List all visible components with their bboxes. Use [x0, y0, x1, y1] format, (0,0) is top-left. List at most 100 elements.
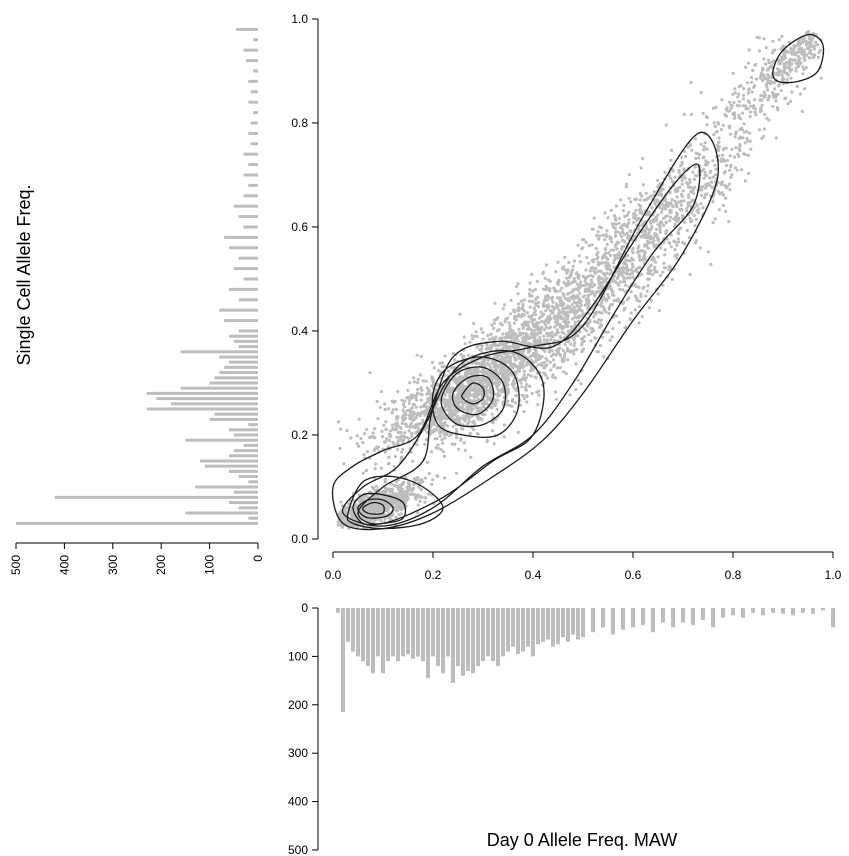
histogram-bar	[426, 608, 430, 679]
scatter-point	[568, 306, 572, 310]
scatter-point	[694, 217, 698, 221]
scatter-point	[444, 403, 448, 407]
scatter-point	[683, 176, 687, 180]
density-contour-line	[440, 366, 507, 428]
scatter-point	[664, 229, 668, 234]
scatter-point	[368, 435, 372, 439]
scatter-point	[505, 377, 509, 381]
scatter-point	[587, 287, 592, 291]
scatter-point	[363, 507, 367, 512]
scatter-point	[447, 390, 451, 394]
scatter-point	[512, 346, 516, 350]
scatter-point	[757, 49, 762, 53]
scatter-point	[394, 480, 398, 484]
scatter-point	[649, 269, 653, 273]
scatter-point	[410, 435, 414, 439]
scatter-point	[653, 234, 657, 238]
scatter-point	[393, 454, 397, 459]
scatter-point	[650, 225, 654, 229]
scatter-point	[361, 441, 365, 445]
scatter-point	[414, 398, 419, 402]
scatter-point	[571, 289, 575, 294]
scatter-point	[511, 379, 516, 383]
scatter-point	[715, 130, 719, 134]
scatter-point	[414, 416, 418, 420]
scatter-point	[666, 204, 670, 208]
scatter-point	[510, 329, 514, 333]
scatter-point	[702, 196, 707, 200]
scatter-point	[716, 121, 720, 125]
y-tick-label: 1.0	[291, 12, 308, 26]
scatter-point	[435, 383, 439, 387]
scatter-point	[689, 190, 693, 194]
scatter-point	[528, 294, 532, 298]
scatter-point	[710, 186, 715, 190]
scatter-point	[468, 370, 472, 374]
scatter-point	[623, 214, 627, 219]
histogram-bar	[391, 608, 395, 657]
scatter-point	[597, 234, 601, 238]
scatter-point	[562, 356, 566, 360]
scatter-point	[539, 310, 543, 314]
scatter-point	[400, 398, 404, 402]
scatter-point	[454, 376, 458, 380]
scatter-point	[804, 39, 808, 43]
scatter-point	[675, 256, 679, 261]
density-contour-line	[461, 382, 485, 405]
scatter-point	[742, 130, 747, 134]
scatter-point	[371, 504, 375, 508]
scatter-point	[399, 487, 404, 491]
scatter-point	[618, 287, 622, 291]
scatter-point	[651, 255, 655, 259]
scatter-point	[759, 93, 763, 98]
scatter-point	[702, 145, 706, 149]
scatter-point	[694, 156, 698, 161]
scatter-point	[470, 399, 474, 403]
scatter-point	[471, 407, 475, 411]
scatter-point	[572, 276, 576, 281]
scatter-point	[543, 372, 547, 376]
scatter-point	[771, 39, 775, 43]
histogram-bar	[436, 608, 440, 667]
scatter-point	[580, 340, 584, 344]
scatter-point	[491, 336, 495, 340]
scatter-point	[468, 415, 472, 419]
main-scatter-panel: 0.0 0.2 0.4 0.6 0.8 1.00.00.20.40.60.81.0	[291, 12, 841, 582]
scatter-point	[652, 243, 656, 247]
scatter-point	[447, 404, 451, 408]
scatter-point	[525, 382, 529, 386]
scatter-point	[746, 171, 751, 175]
scatter-point	[804, 65, 808, 70]
scatter-point	[435, 474, 439, 478]
density-contour-line	[341, 163, 701, 527]
histogram-bar	[516, 608, 520, 654]
scatter-point	[603, 238, 607, 242]
scatter-point	[717, 140, 721, 144]
scatter-point	[423, 476, 427, 480]
scatter-point	[783, 53, 787, 57]
scatter-point	[614, 204, 619, 208]
scatter-point	[703, 173, 707, 177]
scatter-point	[411, 413, 415, 418]
scatter-point	[701, 206, 705, 210]
scatter-point	[342, 462, 346, 466]
scatter-point	[382, 423, 386, 427]
scatter-point	[573, 348, 577, 352]
scatter-point	[633, 308, 637, 312]
scatter-point	[660, 221, 664, 225]
scatter-point	[474, 394, 478, 398]
scatter-point	[588, 318, 592, 323]
histogram-bar	[248, 163, 258, 167]
scatter-point	[536, 363, 541, 367]
scatter-point	[729, 106, 733, 110]
scatter-point	[522, 373, 526, 377]
scatter-point	[355, 434, 359, 438]
scatter-point	[599, 318, 603, 322]
scatter-point	[510, 336, 514, 340]
scatter-point	[658, 225, 662, 229]
x-tick-label: 0.4	[525, 568, 542, 582]
scatter-point	[759, 107, 763, 111]
scatter-point	[586, 293, 591, 297]
scatter-point	[544, 325, 548, 329]
